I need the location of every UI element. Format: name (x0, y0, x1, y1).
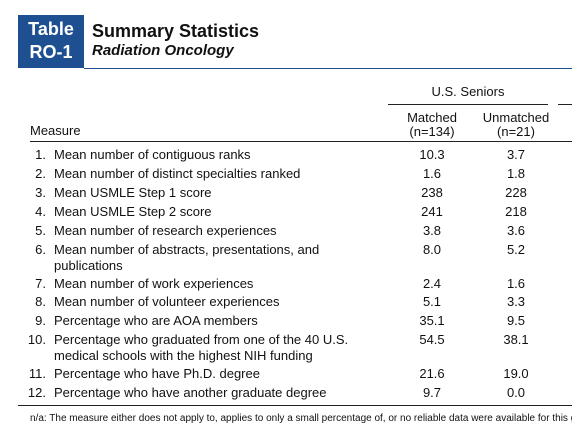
value: 19.0 (503, 366, 529, 381)
group-rule (558, 104, 572, 105)
measure: Percentage who have Ph.D. degree (54, 366, 260, 381)
row-number: 12. (27, 385, 46, 400)
value: 9.5 (506, 313, 526, 328)
value: 9.7 (422, 385, 442, 400)
measure: Mean number of abstracts, presentations,… (54, 242, 320, 273)
measure: Mean USMLE Step 1 score (54, 185, 212, 200)
row-number: 2. (35, 166, 46, 181)
table-label-box (18, 15, 84, 68)
group-rule (388, 104, 548, 105)
measure: Mean number of distinct specialties rank… (54, 166, 301, 181)
row-number: 4. (35, 204, 46, 219)
title: Summary Statistics (92, 21, 260, 41)
group-header: U.S. Seniors (431, 84, 505, 99)
value: 0.0 (506, 385, 526, 400)
row-number: 1. (35, 147, 46, 162)
value: 1.6 (422, 166, 442, 181)
measure: Percentage who have another graduate deg… (54, 385, 327, 400)
value: 10.3 (419, 147, 445, 162)
footnote: n/a: The measure either does not apply t… (30, 413, 572, 424)
row-number: 10. (27, 332, 46, 347)
measure: Mean USMLE Step 2 score (54, 204, 212, 219)
header-rule (84, 68, 572, 69)
value: 35.1 (419, 313, 445, 328)
table-label: RO-1 (29, 42, 73, 62)
row-number: 8. (35, 294, 46, 309)
row-number: 9. (35, 313, 46, 328)
table-label: Table (28, 19, 74, 39)
measure-header: Measure (30, 123, 81, 138)
value: 54.5 (419, 332, 445, 347)
measure: Mean number of research experiences (54, 223, 277, 238)
value: 218 (505, 204, 527, 219)
measure: Mean number of contiguous ranks (54, 147, 251, 162)
column-n: (n=134) (409, 124, 455, 139)
value: 3.3 (506, 294, 526, 309)
value: 1.6 (506, 276, 526, 291)
value: 3.7 (506, 147, 526, 162)
value: 1.8 (506, 166, 526, 181)
column-header: Matched (407, 110, 457, 125)
footer-rule (18, 405, 572, 406)
value: 8.0 (422, 242, 442, 257)
row-number: 3. (35, 185, 46, 200)
measure: Percentage who graduated from one of the… (54, 332, 349, 363)
row-number: 5. (35, 223, 46, 238)
value: 5.1 (422, 294, 442, 309)
row-number: 7. (35, 276, 46, 291)
value: 241 (421, 204, 443, 219)
value: 2.4 (422, 276, 442, 291)
value: 38.1 (503, 332, 529, 347)
value: 238 (421, 185, 443, 200)
measure: Mean number of work experiences (54, 276, 254, 291)
value: 5.2 (506, 242, 526, 257)
subtitle: Radiation Oncology (92, 42, 234, 59)
column-header: Unmatched (482, 110, 550, 125)
row-number: 6. (35, 242, 46, 257)
measure: Mean number of volunteer experiences (54, 294, 280, 309)
value: 3.6 (506, 223, 526, 238)
value: 21.6 (419, 366, 445, 381)
measure: Percentage who are AOA members (54, 313, 258, 328)
value: 3.8 (422, 223, 442, 238)
header-rule (30, 141, 572, 142)
value: 228 (505, 185, 527, 200)
row-number: 11. (28, 366, 46, 381)
column-n: (n=21) (497, 124, 535, 139)
